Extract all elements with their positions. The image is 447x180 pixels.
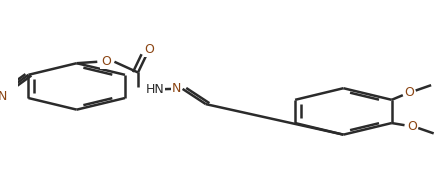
- Text: O: O: [405, 86, 415, 99]
- Text: O: O: [407, 120, 417, 133]
- Text: N: N: [0, 90, 7, 103]
- Text: HN: HN: [145, 83, 164, 96]
- Text: N: N: [172, 82, 181, 95]
- Text: O: O: [101, 55, 111, 68]
- Text: O: O: [144, 43, 154, 56]
